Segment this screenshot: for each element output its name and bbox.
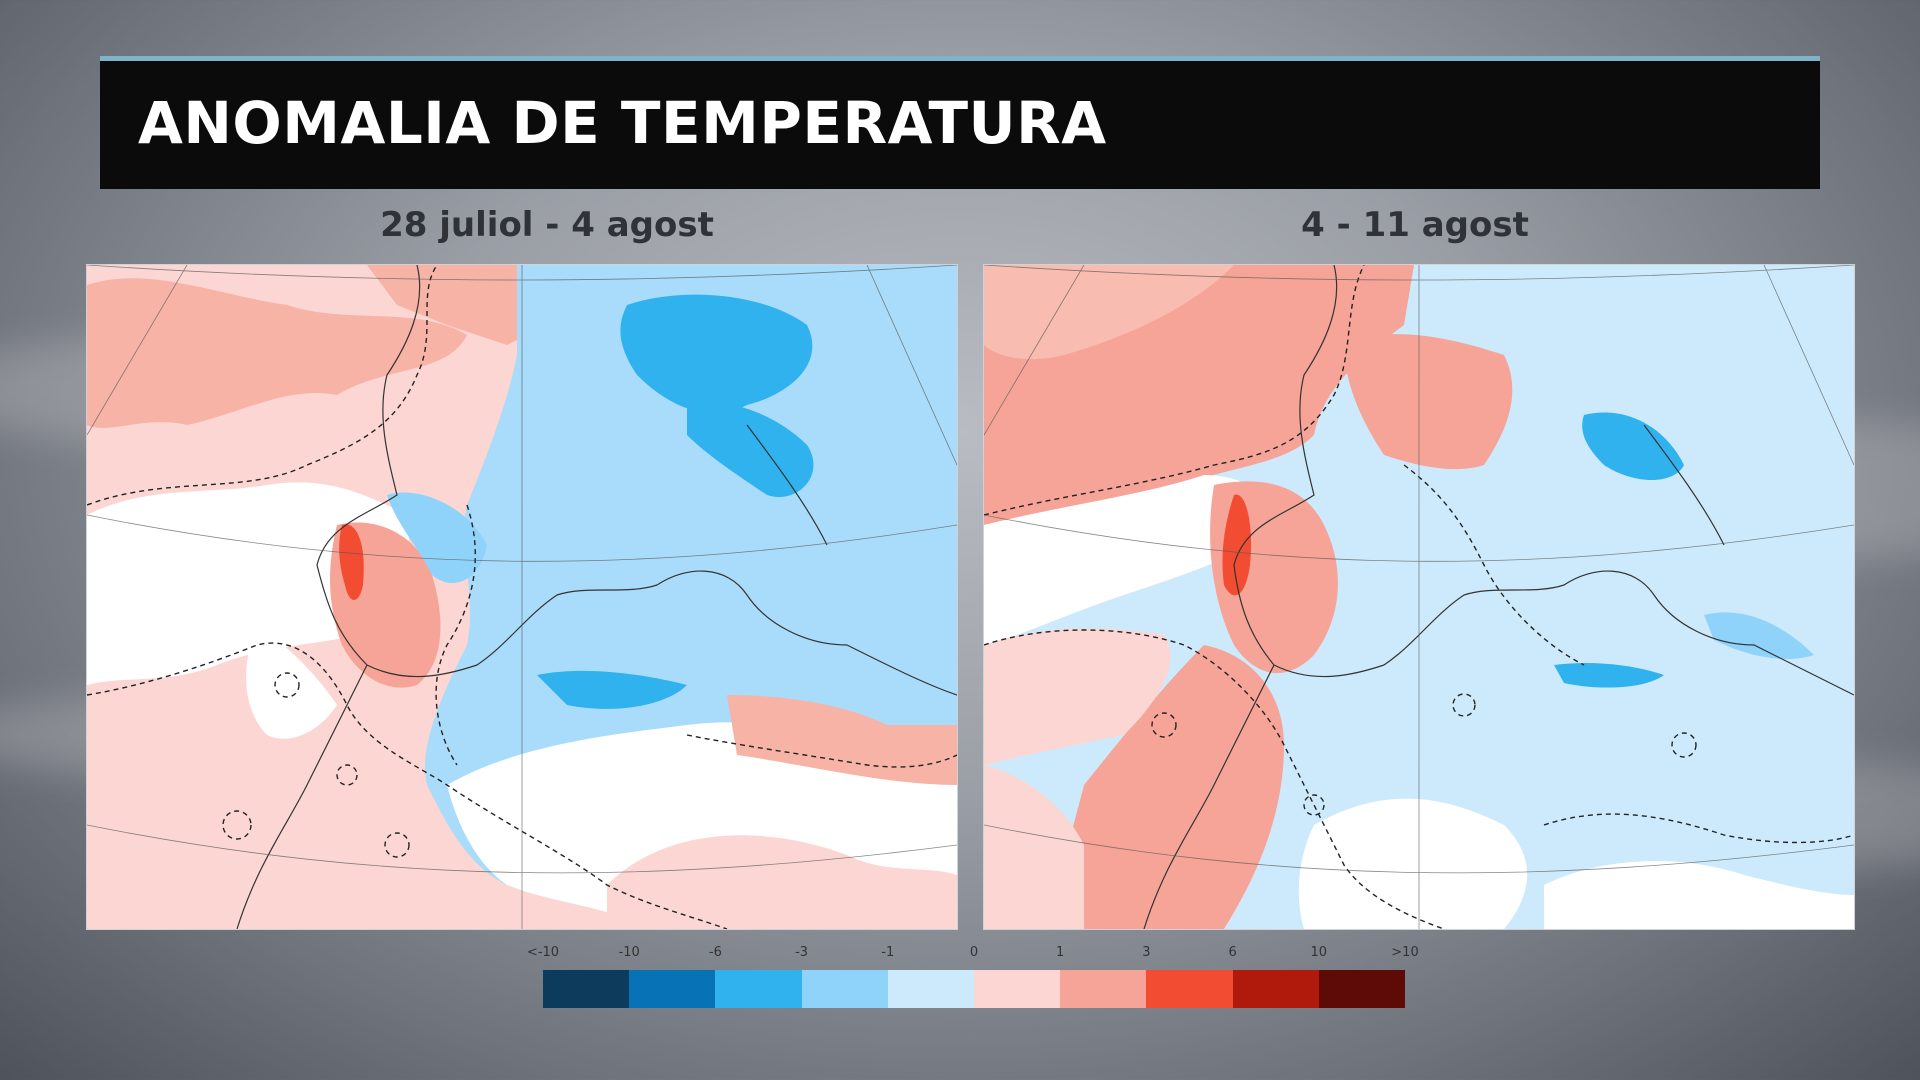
legend-tick-label: 6	[1228, 945, 1237, 960]
positive-anomaly-atlantic	[87, 278, 467, 428]
legend-tick-label: 10	[1310, 945, 1328, 960]
cold-core-central-europe	[620, 294, 813, 414]
legend-swatch	[629, 970, 716, 1008]
legend-swatch	[801, 970, 888, 1008]
anomaly-map-right	[983, 264, 1855, 930]
cold-core-italy	[1582, 412, 1684, 480]
legend-tick-label: -10	[618, 945, 640, 960]
legend-swatch	[1060, 970, 1147, 1008]
neutral-band-atlantic	[87, 482, 409, 685]
legend-swatch	[974, 970, 1061, 1008]
page-title: ANOMALIA DE TEMPERATURA	[138, 89, 1107, 157]
legend-tick-label: 0	[969, 945, 979, 960]
color-legend: <-10 -10 -6 -3 -1 0 1 3 6 10 >10	[527, 945, 1419, 1009]
legend-tick-label: 1	[1056, 945, 1065, 960]
panel-title-left: 28 juliol - 4 agost	[380, 205, 714, 245]
legend-swatch	[1146, 970, 1233, 1008]
legend-tick-label: 3	[1142, 945, 1151, 960]
anomaly-map-left	[86, 264, 958, 930]
legend-swatch	[1318, 970, 1405, 1008]
legend-tick-label: -3	[795, 945, 809, 960]
legend-tick-label: -6	[708, 945, 722, 960]
panel-title-right: 4 - 11 agost	[1301, 205, 1529, 245]
legend-swatch	[543, 970, 630, 1008]
neutral-band-atlantic	[984, 475, 1284, 645]
positive-anomaly-north-africa	[1061, 645, 1284, 929]
legend-swatch	[887, 970, 974, 1008]
legend-tick-label: -1	[881, 945, 895, 960]
title-bar: ANOMALIA DE TEMPERATURA	[100, 56, 1820, 189]
legend-tick-label: >10	[1391, 945, 1419, 960]
legend-swatch	[715, 970, 802, 1008]
legend-swatch	[1232, 970, 1319, 1008]
legend-tick-label: <-10	[526, 945, 560, 960]
